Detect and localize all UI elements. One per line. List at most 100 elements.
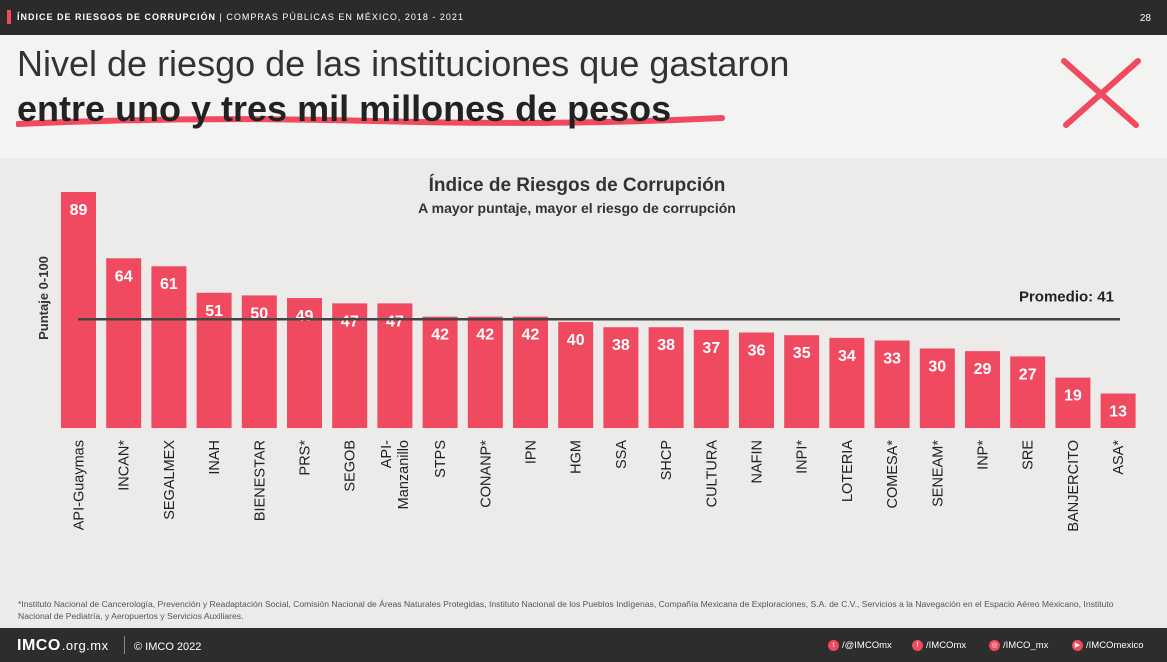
tick-label-9: CONANP*	[478, 440, 494, 508]
tick-label-21: SRE	[1021, 440, 1037, 470]
report-subtitle: COMPRAS PÚBLICAS EN MÉXICO, 2018 - 2021	[226, 12, 464, 22]
close-x-icon	[1061, 58, 1141, 128]
data-label-22: 19	[1064, 388, 1082, 405]
y-axis-label: Puntaje 0-100	[36, 256, 51, 340]
bar-3	[196, 292, 232, 428]
tick-label-2: SEGALMEX	[162, 440, 178, 520]
data-label-3: 51	[205, 303, 223, 320]
page-number: 28	[1139, 13, 1151, 24]
tick-label-22: BANJERCITO	[1066, 440, 1082, 532]
instagram-icon: ◎	[989, 640, 1000, 651]
tick-label-0: API-Guaymas	[72, 440, 88, 530]
slide-title-line1: Nivel de riesgo de las instituciones que…	[17, 43, 790, 84]
instagram-link[interactable]: ◎/IMCO_mx	[989, 640, 1048, 651]
youtube-icon: ▶	[1072, 640, 1083, 651]
logo-text: IMCO	[17, 637, 61, 654]
tick-label-15: NAFIN	[750, 440, 766, 484]
tick-label-23: ASA*	[1111, 440, 1127, 475]
tick-label-11: HGM	[569, 440, 585, 474]
tick-label-18: COMESA*	[885, 440, 901, 509]
bar-14	[693, 329, 729, 428]
twitter-handle: /@IMCOmx	[842, 640, 892, 651]
bar-13	[648, 327, 684, 428]
instagram-handle: /IMCO_mx	[1003, 640, 1049, 651]
tick-label-4: BIENESTAR	[252, 440, 268, 521]
bar-4	[241, 295, 277, 428]
data-label-18: 33	[883, 350, 901, 367]
bar-9	[467, 316, 503, 428]
tick-label-5: PRS*	[298, 440, 314, 476]
tick-label-20: INP*	[976, 440, 992, 470]
bar-12	[603, 327, 639, 428]
footnote: *Instituto Nacional de Cancerología, Pre…	[18, 599, 1114, 621]
tick-label-12: SSA	[614, 440, 630, 469]
data-label-7: 47	[386, 313, 404, 330]
bar-17	[829, 337, 865, 428]
copyright: © IMCO 2022	[134, 641, 202, 653]
title-underline	[16, 115, 725, 127]
data-label-23: 13	[1109, 404, 1127, 421]
bar-7	[377, 303, 413, 428]
footer: IMCO.org.mx © IMCO 2022 t/@IMCOmx f/IMCO…	[0, 628, 1167, 662]
facebook-handle: /IMCOmx	[926, 640, 967, 651]
data-label-5: 49	[296, 308, 314, 325]
tick-label-16: INPI*	[795, 440, 811, 474]
twitter-link[interactable]: t/@IMCOmx	[828, 640, 892, 651]
data-label-15: 36	[748, 343, 766, 360]
logo-domain: .org.mx	[61, 638, 109, 653]
data-label-2: 61	[160, 276, 178, 293]
twitter-icon: t	[828, 640, 839, 651]
data-label-12: 38	[612, 337, 630, 354]
bar-10	[513, 316, 548, 428]
bar-16	[784, 335, 820, 428]
slide-title-line2: entre uno y tres mil millones de pesos	[17, 88, 672, 129]
facebook-link[interactable]: f/IMCOmx	[912, 640, 966, 651]
facebook-icon: f	[912, 640, 923, 651]
chart-title: Índice de Riesgos de Corrupción	[429, 174, 726, 196]
bar-15	[739, 332, 774, 428]
title-area	[0, 35, 1167, 158]
data-label-17: 34	[838, 348, 856, 365]
data-label-0: 89	[70, 202, 88, 219]
tick-label-17: LOTERIA	[840, 440, 856, 502]
youtube-handle: /IMCOmexico	[1086, 640, 1144, 651]
bar-21	[1010, 356, 1046, 428]
bar-0	[61, 192, 96, 428]
data-label-8: 42	[431, 327, 449, 344]
bar-8	[422, 316, 458, 428]
bar-11	[558, 321, 594, 428]
bar-19	[919, 348, 955, 428]
bar-18	[874, 340, 910, 428]
tick-label-8: STPS	[433, 440, 449, 478]
footer-divider	[124, 636, 125, 654]
tick-label-7: API-Manzanillo	[379, 440, 412, 509]
data-label-13: 38	[657, 337, 675, 354]
data-label-6: 47	[341, 313, 359, 330]
risk-bar-chart: Índice de Riesgos de Corrupción A mayor p…	[36, 174, 1136, 532]
report-title: ÍNDICE DE RIESGOS DE CORRUPCIÓN	[17, 12, 217, 22]
accent-mark	[7, 10, 11, 24]
tick-label-1: INCAN*	[117, 440, 133, 491]
tick-label-10: IPN	[524, 440, 540, 464]
data-label-14: 37	[702, 340, 720, 357]
tick-label-19: SENEAM*	[930, 440, 946, 507]
data-label-21: 27	[1019, 366, 1037, 383]
bar-20	[965, 351, 1000, 428]
bar-23	[1100, 393, 1136, 428]
tick-label-13: SHCP	[659, 440, 675, 480]
report-header: ÍNDICE DE RIESGOS DE CORRUPCIÓN | COMPRA…	[17, 12, 464, 22]
data-label-9: 42	[476, 327, 494, 344]
data-label-11: 40	[567, 332, 585, 349]
data-label-1: 64	[115, 268, 133, 285]
bar-1	[106, 258, 142, 428]
imco-logo[interactable]: IMCO.org.mx	[17, 637, 109, 655]
bar-22	[1055, 377, 1091, 428]
data-label-19: 30	[928, 358, 946, 375]
tick-label-6: SEGOB	[343, 440, 359, 492]
youtube-link[interactable]: ▶/IMCOmexico	[1072, 640, 1144, 651]
bar-6	[332, 303, 368, 428]
tick-label-3: INAH	[207, 440, 223, 475]
tick-label-14: CULTURA	[704, 440, 720, 508]
top-bar: ÍNDICE DE RIESGOS DE CORRUPCIÓN | COMPRA…	[0, 0, 1167, 35]
bar-2	[151, 266, 187, 428]
